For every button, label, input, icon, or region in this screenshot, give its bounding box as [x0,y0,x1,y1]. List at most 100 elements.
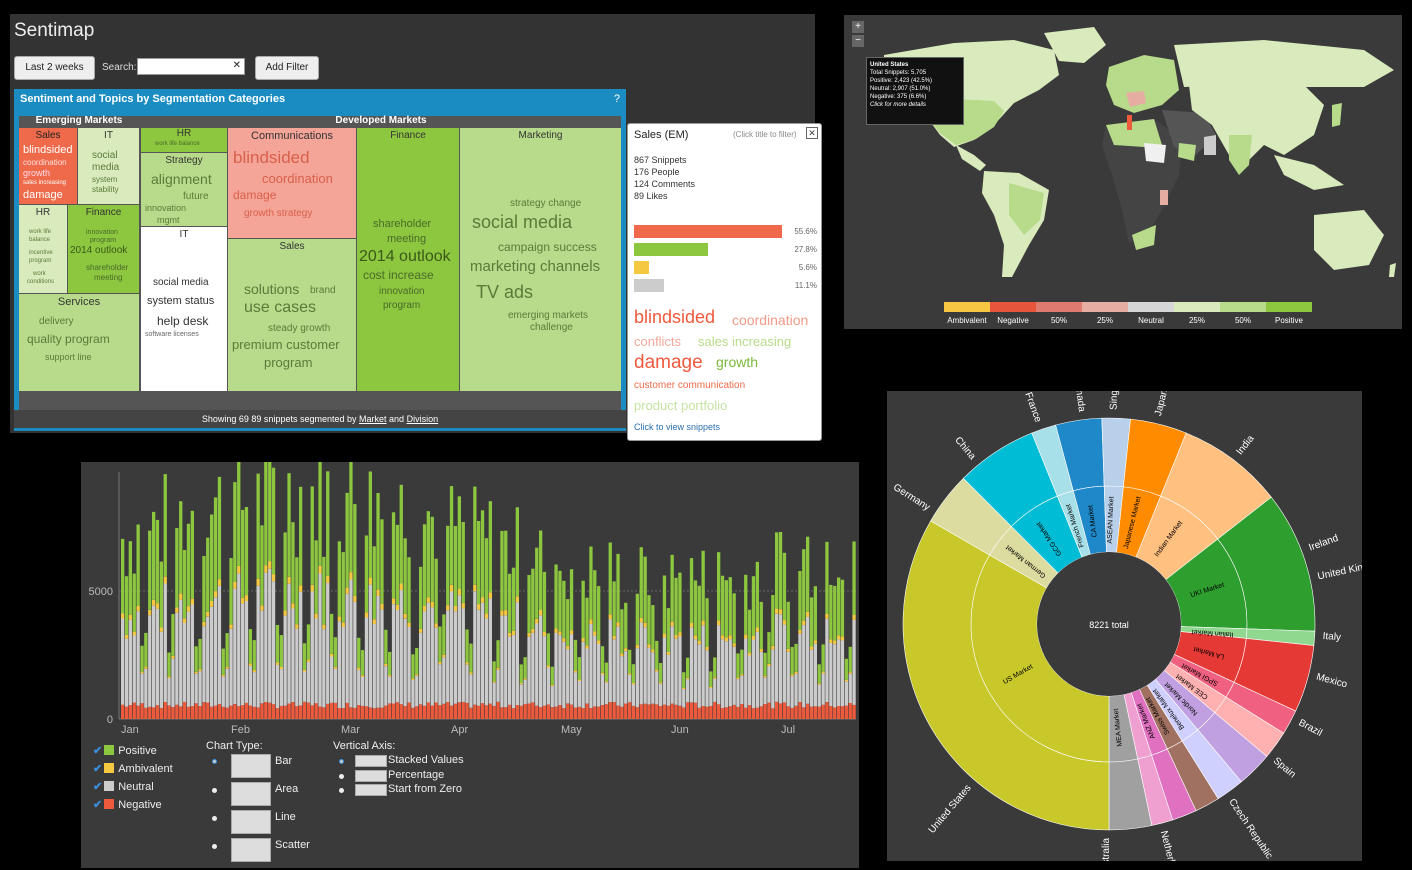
bar-segment [237,565,241,574]
bar-segment [469,707,473,719]
bar-segment [302,701,307,719]
bar-segment [829,706,833,719]
series-toggle-negative[interactable]: ✔ Negative [93,798,162,811]
option-percentage[interactable]: Percentage [388,769,445,781]
sentiment-bar[interactable] [634,243,708,256]
option-bar[interactable]: Bar [275,755,293,767]
bar-segment [840,706,845,719]
option-stacked[interactable]: Stacked Values [388,754,464,766]
cell-marketing[interactable]: Marketing strategy change social media c… [460,128,621,391]
cloud-word[interactable]: blindsided [634,307,716,327]
cell-finance-dm[interactable]: Finance shareholder meeting 2014 outlook… [357,128,459,391]
app-title: Sentimap [14,20,95,41]
zoom-in-button[interactable]: + [852,21,864,33]
bar-segment [426,511,430,598]
option-line[interactable]: Line [275,811,296,823]
bar-segment [759,648,763,652]
option-start-zero[interactable]: Start from Zero [388,783,462,795]
cell-it-em[interactable]: IT social media system stability [78,128,139,204]
cloud-word[interactable]: customer communication [634,380,746,391]
radio-stacked[interactable] [339,759,344,764]
date-range-button[interactable]: Last 2 weeks [14,56,95,80]
bar-segment [515,596,519,603]
cell-communications[interactable]: Communications blindsided coordination d… [228,128,356,238]
cell-services[interactable]: Services delivery quality program suppor… [19,294,139,391]
checkmark-icon[interactable]: ✔ [93,763,103,775]
checkmark-icon[interactable]: ✔ [93,745,103,757]
sentiment-bar[interactable] [634,279,664,292]
series-toggle-positive[interactable]: ✔ Positive [93,744,157,757]
line-thumbnail[interactable] [231,810,271,834]
cloud-word[interactable]: conflicts [634,334,681,349]
sentiment-bar[interactable] [634,261,649,274]
popup-title[interactable]: Sales (EM) [634,129,689,141]
cloud-word[interactable]: coordination [732,312,809,328]
bar-segment [422,705,427,719]
tooltip-details-link[interactable]: Click for more details [870,102,927,108]
scatter-thumbnail[interactable] [231,838,271,862]
cloud-word[interactable]: product portfolio [634,398,728,413]
sentiment-bar[interactable] [634,225,782,238]
radio-scatter[interactable] [212,844,217,849]
radio-area[interactable] [212,788,217,793]
bar-segment [426,603,430,703]
cell-head: HR [35,207,51,218]
cloud-word[interactable]: sales increasing [698,334,792,349]
zoom-out-button[interactable]: − [852,35,864,47]
bar-segment [558,705,562,719]
group-emerging-markets[interactable]: Emerging Markets [35,115,123,126]
radio-percentage[interactable] [339,774,344,779]
cell-sales-dm[interactable]: Sales solutions brand use cases steady g… [228,239,356,391]
bar-segment [167,677,171,706]
cell-sales-em[interactable]: Sales blindsided coordination growth sal… [19,128,77,204]
series-toggle-neutral[interactable]: ✔ Neutral [93,780,154,793]
bar-segment [554,564,558,629]
stacked-bar-chart[interactable]: 0 5000 Jan Feb Mar Apr May Jun Jul [81,462,859,742]
bar-segment [782,620,787,625]
option-scatter[interactable]: Scatter [275,839,310,851]
bar-segment [360,676,365,706]
bar-segment [600,705,605,719]
bar-segment [299,705,303,719]
checkmark-icon[interactable]: ✔ [93,781,103,793]
start-zero-thumbnail[interactable] [355,784,387,796]
view-snippets-link[interactable]: Click to view snippets [634,422,721,432]
cell-it-dm[interactable]: IT social media system status help desk … [141,227,227,391]
radio-line[interactable] [212,816,217,821]
cell-hr-dm[interactable]: HR work life balance [141,128,227,152]
area-thumbnail[interactable] [231,782,271,806]
division-link[interactable]: Division [406,414,439,424]
bar-thumbnail[interactable] [231,754,271,778]
chart-type-label: Chart Type: [206,740,263,752]
bar-segment [341,708,345,719]
cloud-word[interactable]: damage [634,352,703,373]
help-icon[interactable]: ? [613,93,620,105]
cell-hr-em[interactable]: HR work life balance incentive program w… [19,205,67,293]
series-toggle-ambivalent[interactable]: ✔ Ambivalent [93,762,173,775]
add-filter-button[interactable]: Add Filter [255,56,319,80]
bar-segment [186,523,191,607]
bar-segment [511,630,516,636]
sentimap-panel: Sentimap Last 2 weeks Search: ✕ Add Filt… [10,14,822,441]
bar-segment [155,519,160,604]
search-input[interactable]: ✕ [137,58,245,75]
cloud-word[interactable]: growth [716,354,759,370]
cell-strategy[interactable]: Strategy alignment future innovation mgm… [141,153,227,226]
close-icon[interactable]: ✕ [806,127,818,139]
radio-bar[interactable] [212,759,217,764]
option-area[interactable]: Area [275,783,299,795]
bar-segment [628,649,632,674]
group-developed-markets[interactable]: Developed Markets [335,115,427,126]
bar-segment [647,647,651,705]
sunburst-chart[interactable]: 8221 total Germany China France Canada Singap… [887,364,1388,870]
stacked-thumbnail[interactable] [355,755,387,767]
ytick-5000: 5000 [89,586,113,598]
bar-segment [508,704,512,719]
map-india [1229,135,1252,175]
radio-start-zero[interactable] [339,788,344,793]
cell-finance-em[interactable]: Finance innovation program 2014 outlook … [68,205,139,293]
market-link[interactable]: Market [359,414,387,424]
clear-search-icon[interactable]: ✕ [232,60,241,71]
percentage-thumbnail[interactable] [355,770,387,782]
checkmark-icon[interactable]: ✔ [93,799,103,811]
